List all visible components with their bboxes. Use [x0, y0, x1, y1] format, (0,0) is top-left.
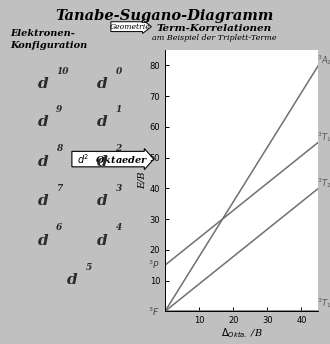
Text: 5: 5	[86, 263, 92, 272]
Text: $^3A_{2g}$: $^3A_{2g}$	[317, 54, 330, 68]
Text: $^3T_{1g}$: $^3T_{1g}$	[317, 131, 330, 145]
Text: d: d	[97, 115, 108, 129]
Text: d: d	[38, 155, 48, 169]
Text: d: d	[97, 194, 108, 208]
Text: $^3T_{2g}$: $^3T_{2g}$	[317, 177, 330, 191]
Text: d: d	[67, 273, 78, 287]
Y-axis label: E/B: E/B	[138, 172, 147, 189]
Text: d: d	[38, 234, 48, 248]
Text: Elektronen-
Konfiguration: Elektronen- Konfiguration	[10, 29, 87, 50]
Text: 0: 0	[115, 67, 122, 76]
Text: Term-Korrelationen: Term-Korrelationen	[157, 24, 272, 33]
Text: 6: 6	[56, 223, 62, 232]
Text: Geometrie: Geometrie	[110, 23, 150, 31]
Text: $^3P$: $^3P$	[148, 259, 160, 271]
Text: d: d	[38, 115, 48, 129]
Text: d: d	[97, 234, 108, 248]
FancyArrow shape	[111, 20, 151, 33]
Text: $d^2$  Oktaeder: $d^2$ Oktaeder	[77, 152, 148, 166]
FancyArrow shape	[72, 149, 154, 170]
Text: 10: 10	[56, 67, 69, 76]
Text: 4: 4	[115, 223, 122, 232]
Text: d: d	[97, 155, 108, 169]
Text: $^3T_{1g}$: $^3T_{1g}$	[317, 297, 330, 311]
Text: d: d	[38, 194, 48, 208]
Text: Tanabe-Sugano-Diagramm: Tanabe-Sugano-Diagramm	[56, 9, 274, 23]
Text: 9: 9	[56, 105, 62, 114]
Text: am Beispiel der Triplett-Terme: am Beispiel der Triplett-Terme	[152, 34, 277, 42]
Text: 8: 8	[56, 144, 62, 153]
X-axis label: $\Delta_{Okta.}$ /B: $\Delta_{Okta.}$ /B	[221, 326, 263, 340]
Text: 3: 3	[115, 184, 122, 193]
Text: 7: 7	[56, 184, 62, 193]
Text: $^3F$: $^3F$	[148, 305, 160, 318]
Text: d: d	[38, 77, 48, 91]
Text: 1: 1	[115, 105, 122, 114]
Text: 2: 2	[115, 144, 122, 153]
Text: d: d	[97, 77, 108, 91]
